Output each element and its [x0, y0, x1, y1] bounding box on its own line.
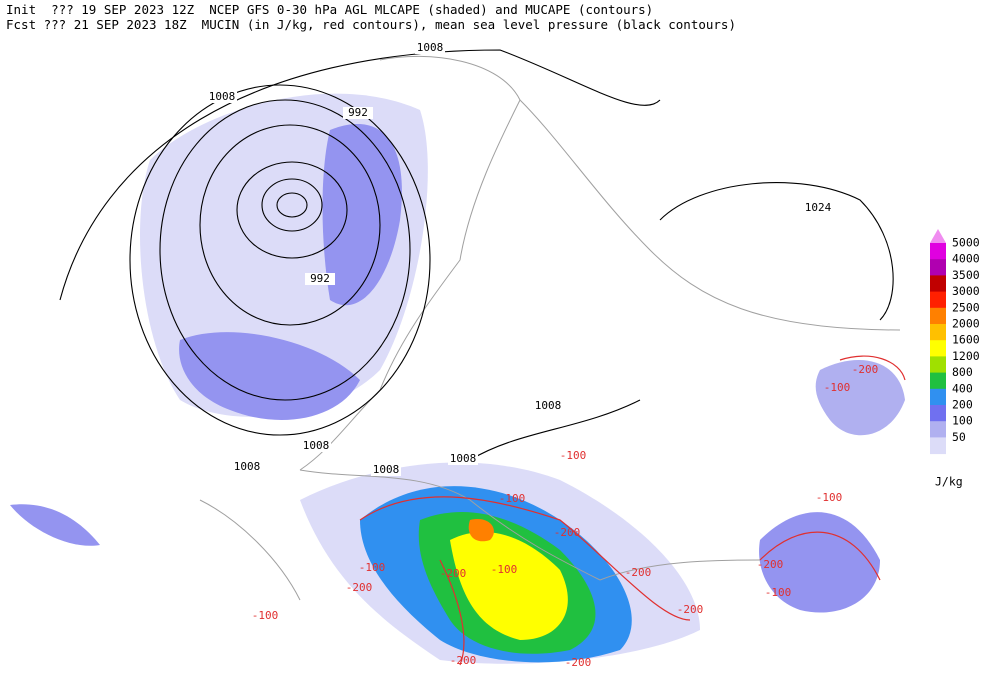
- legend-label: 3500: [952, 268, 980, 282]
- cin-label: -200: [625, 566, 652, 579]
- legend-label: 1200: [952, 349, 980, 363]
- label-backdrop: [803, 202, 833, 214]
- legend-label: 1600: [952, 333, 980, 347]
- pressure-label: 1008: [234, 460, 261, 473]
- cin-label: -100: [499, 492, 526, 505]
- legend-swatch: [930, 275, 946, 293]
- pressure-label: 1008: [209, 90, 236, 103]
- legend-label: 2000: [952, 317, 980, 331]
- cin-label: -100: [765, 586, 792, 599]
- pressure-label: 1008: [450, 452, 477, 465]
- label-backdrop: [343, 107, 373, 119]
- legend-swatch: [930, 388, 946, 406]
- legend-label: 4000: [952, 252, 980, 266]
- pressure-label: 992: [310, 272, 330, 285]
- cin-label: -200: [440, 567, 467, 580]
- legend-label: 800: [952, 365, 973, 379]
- legend-swatch: [930, 356, 946, 374]
- cin-label: -100: [560, 449, 587, 462]
- coastlines: [199, 55, 901, 601]
- pressure-label: 1024: [805, 201, 832, 214]
- label-backdrop: [232, 461, 262, 473]
- cin-label: -200: [565, 656, 592, 669]
- label-backdrop: [207, 91, 237, 103]
- cin-label: -100: [491, 563, 518, 576]
- cin-label: -100: [824, 381, 851, 394]
- legend-swatch: [930, 307, 946, 325]
- label-backdrop: [301, 440, 331, 452]
- label-backdrop: [448, 453, 478, 465]
- pressure-label: 992: [348, 106, 368, 119]
- cin-label: -200: [677, 603, 704, 616]
- pressure-label: 1008: [373, 463, 400, 476]
- cin-label: -200: [450, 654, 477, 667]
- legend-swatch: [930, 340, 946, 357]
- legend: 5000 4000 3500 3000 2500 2000 1600 1200 800 400 20…: [930, 229, 980, 489]
- cin-label: -100: [359, 561, 386, 574]
- cin-label: -100: [816, 491, 843, 504]
- legend-swatch: [930, 405, 946, 422]
- pressure-label: 1008: [303, 439, 330, 452]
- pressure-label: 1008: [535, 399, 562, 412]
- legend-swatch: [930, 437, 946, 455]
- isobars: [59, 49, 894, 461]
- header-line: Fcst ??? 21 SEP 2023 18Z MUCIN (in J/kg,…: [6, 17, 736, 32]
- cin-label: -200: [554, 526, 581, 539]
- legend-swatch: [930, 291, 946, 309]
- legend-label: 3000: [952, 284, 980, 298]
- pressure-label: 1008: [417, 41, 444, 54]
- cin-label: -200: [346, 581, 373, 594]
- legend-label: 5000: [952, 236, 980, 250]
- legend-swatch: [930, 421, 946, 438]
- legend-swatch: [930, 259, 946, 276]
- legend-arrow: [930, 229, 946, 243]
- legend-label: 100: [952, 414, 973, 428]
- legend-label: 200: [952, 398, 973, 412]
- label-backdrop: [371, 464, 401, 476]
- label-backdrop: [305, 273, 335, 285]
- label-backdrop: [415, 42, 445, 54]
- label-backdrop: [533, 400, 563, 412]
- legend-label: 2500: [952, 300, 980, 314]
- header-line: Init ??? 19 SEP 2023 12Z NCEP GFS 0-30 h…: [6, 2, 653, 17]
- cin-contours: [359, 355, 906, 666]
- legend-swatch: [930, 324, 946, 341]
- legend-unit: J/kg: [935, 475, 963, 489]
- legend-swatch: [930, 243, 946, 260]
- legend-swatch: [930, 372, 946, 390]
- legend-label: 400: [952, 381, 973, 395]
- shading: [10, 93, 905, 664]
- cin-label: -200: [757, 558, 784, 571]
- legend-label: 50: [952, 430, 966, 444]
- cin-label: -200: [852, 363, 879, 376]
- cin-label: -100: [252, 609, 279, 622]
